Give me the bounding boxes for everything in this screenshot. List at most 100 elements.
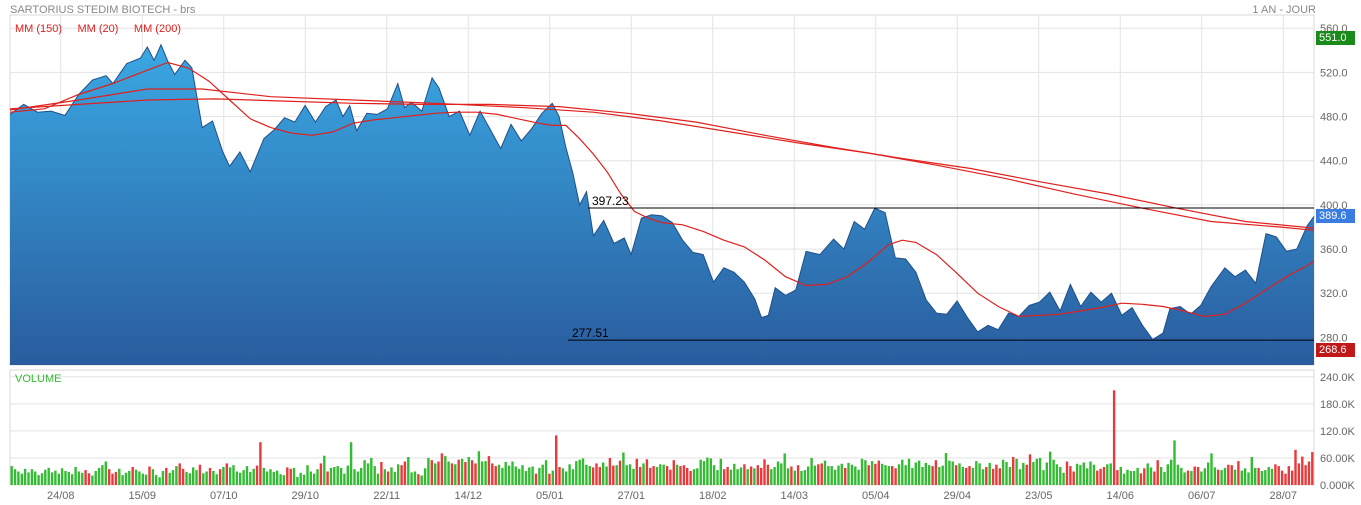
volume-bar [356,471,360,485]
volume-bar [1119,467,1122,485]
volume-bar [575,461,578,485]
volume-bar [1156,460,1159,485]
volume-bar [1112,390,1116,485]
volume-bar [444,456,447,485]
volume-bar [568,464,571,485]
volume-bar [74,467,77,485]
volume-bar [951,461,954,485]
volume-bar [1250,457,1253,485]
volume-bar [393,471,396,485]
volume-bar [262,467,265,485]
volume-bar [400,465,403,485]
volume-bar [91,475,94,485]
volume-bar [780,463,783,485]
volume-bar [901,459,904,485]
volume-bar [316,469,319,485]
volume-bar [686,467,689,485]
volume-bar [1270,468,1274,485]
volume-bar [440,453,444,485]
volume-bar [198,464,202,485]
price-area-fill [10,44,1314,366]
volume-bar [57,473,60,485]
y-tick-label: 520.0 [1320,67,1348,79]
volume-bar [598,467,601,485]
volume-bar [639,467,642,485]
period-label[interactable]: 1 AN - JOUR [1252,4,1316,16]
volume-bar [1183,472,1186,485]
volume-bar [524,471,528,485]
volume-bar [481,461,484,485]
volume-bar [625,465,628,485]
x-tick-label: 28/07 [1269,490,1297,502]
volume-bar [904,465,907,485]
volume-bar [87,473,91,485]
volume-bar [1223,467,1227,485]
volume-bar [195,470,198,485]
legend-ma20[interactable]: MM (20) [77,23,119,35]
volume-bar [1075,463,1079,485]
volume-bar [1089,461,1092,485]
legend-ma150[interactable]: MM (150) [15,23,63,35]
legend-ma200[interactable]: MM (200) [133,23,181,35]
volume-bar [1277,466,1280,485]
volume-bar [259,442,262,485]
volume-bar [192,467,195,485]
volume-bar [632,468,635,485]
volume-bar [521,465,524,485]
volume-bar [840,463,843,485]
volume-bar [1082,462,1085,485]
volume-bar [487,456,491,485]
y-tick-label: 440.0 [1320,156,1348,168]
volume-bar [77,471,81,485]
volume-bar [726,467,729,485]
volume-bar [329,467,333,485]
volume-bar [1207,462,1210,485]
volume-bar [212,471,215,485]
x-tick-label: 14/03 [780,490,808,502]
volume-bar [800,471,803,485]
volume-bar [1139,473,1143,485]
volume-bar [1297,463,1301,485]
volume-bar [477,451,481,485]
volume-bar [309,471,312,485]
volume-bar [1311,452,1314,485]
volume-bar [837,465,840,485]
volume-bar [255,465,259,485]
x-tick-label: 14/12 [454,490,482,502]
volume-bar [669,469,672,485]
volume-bar [235,471,239,485]
volume-bar [746,469,749,485]
volume-bar [844,467,847,485]
volume-bar [931,466,934,485]
volume-bar [23,468,27,485]
volume-bar [323,455,326,485]
volume-bar [823,460,827,485]
volume-bar [292,467,296,485]
volume-bar [101,465,104,485]
y-tick-label: 280.0 [1320,332,1348,344]
volume-bar [776,461,780,485]
volume-bar [591,467,595,485]
volume-bar [1301,456,1304,485]
volume-bar [373,466,376,485]
volume-bar [1079,465,1082,485]
volume-bar [699,459,702,485]
volume-bar [1099,468,1102,485]
volume-bar [175,466,178,485]
volume-bar [491,463,494,485]
date-axis: 24/08 15/09 07/10 29/10 22/11 14/12 05/01 27/01… [47,490,1297,502]
volume-bar [723,469,726,485]
volume-bar [1200,471,1203,485]
x-tick-label: 15/09 [128,490,156,502]
volume-bar [736,469,739,485]
volume-bar [299,472,302,485]
volume-bar [1025,464,1028,485]
volume-bar [222,467,225,485]
volume-bar [339,467,343,485]
volume-bar [773,467,776,485]
volume-bar [860,458,864,485]
volume-bar [165,467,168,485]
volume-bar [1109,463,1112,485]
volume-bar [302,474,306,485]
